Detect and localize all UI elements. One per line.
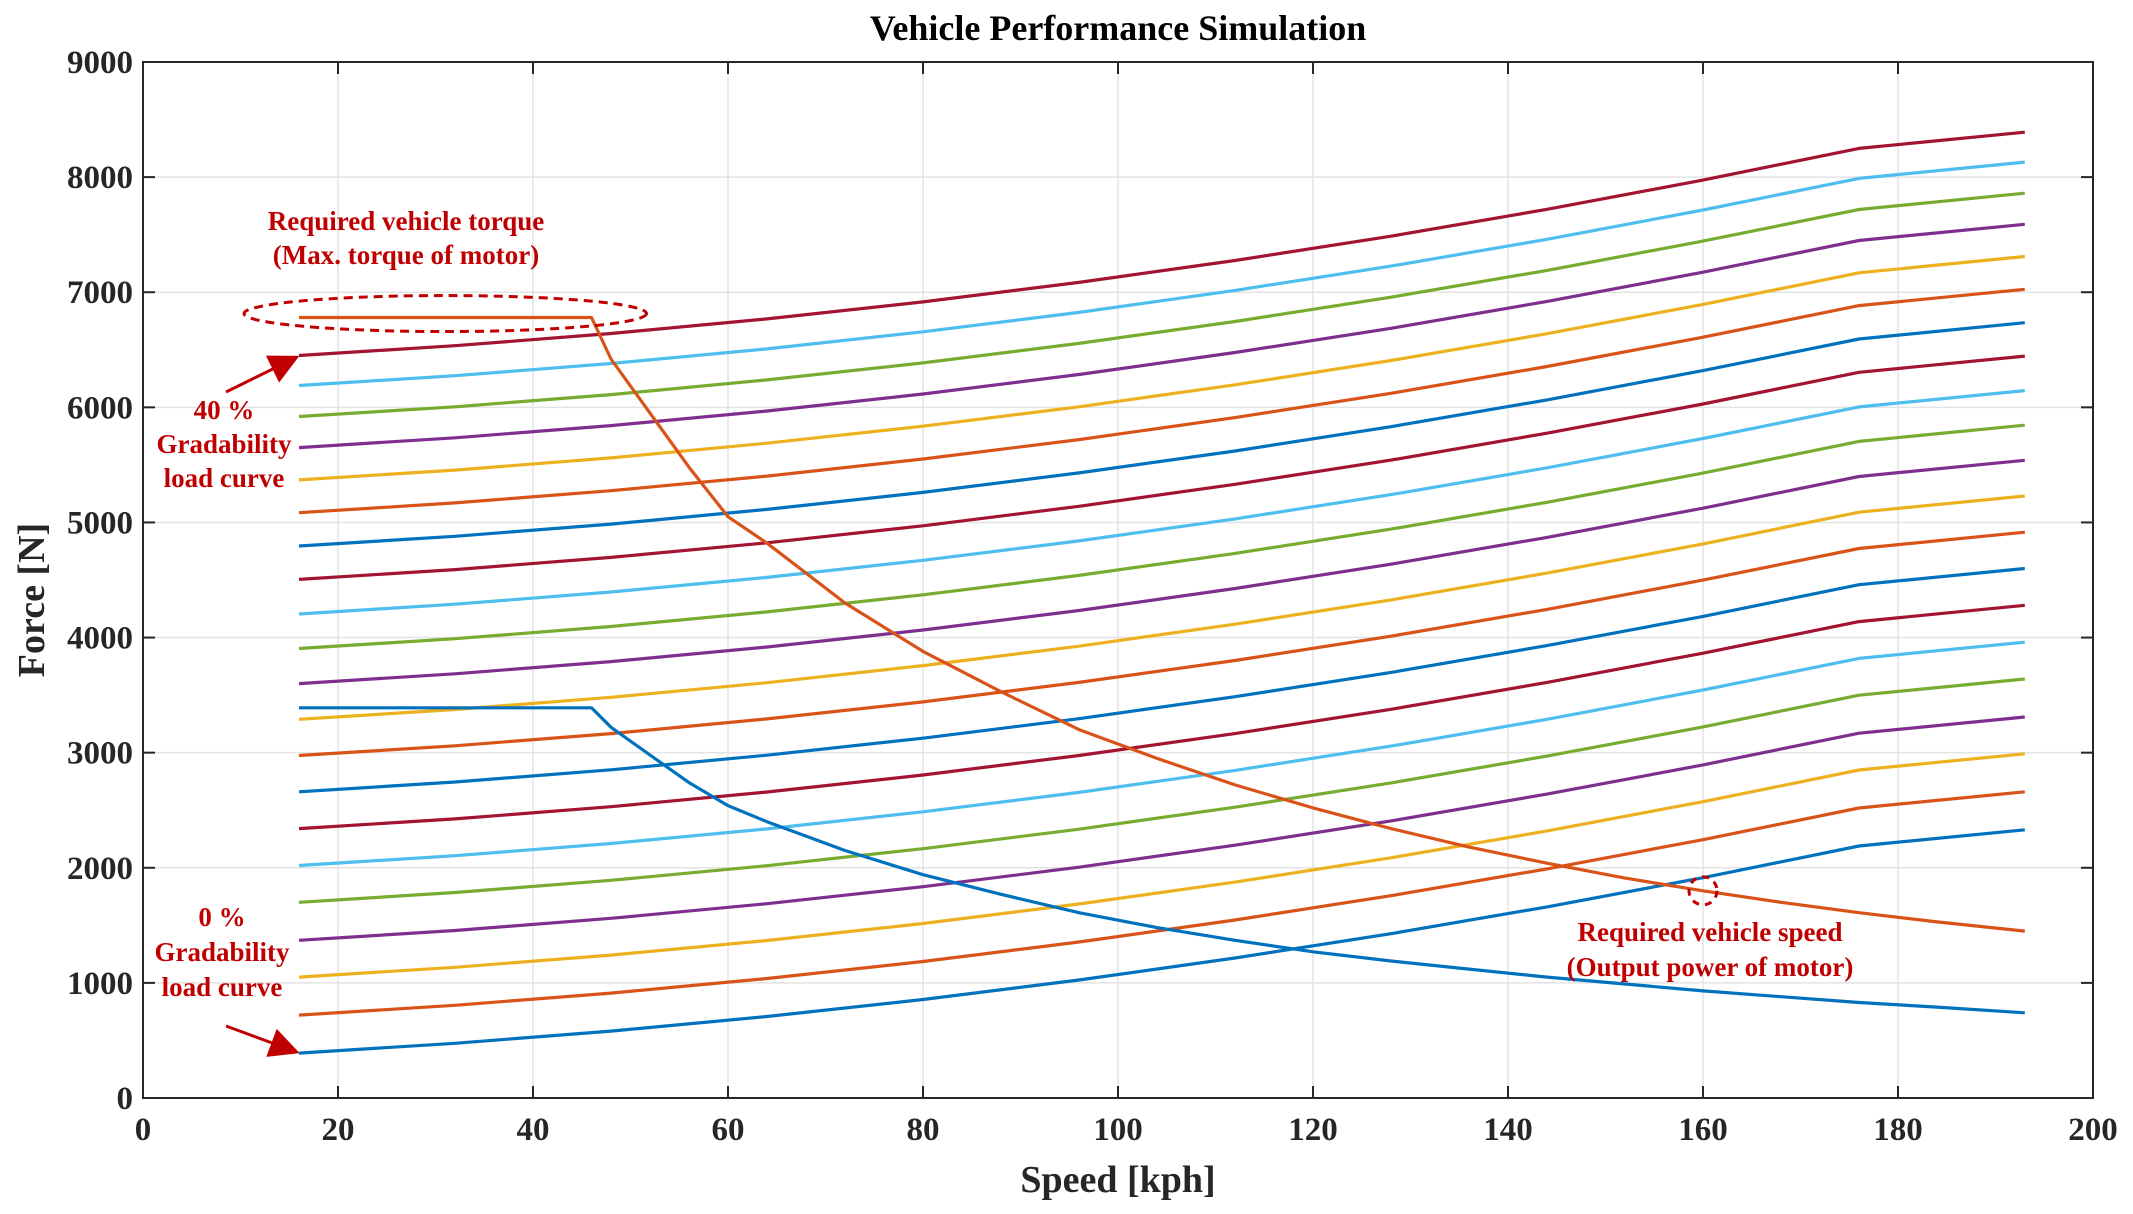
x-tick-label: 140 xyxy=(1483,1112,1533,1148)
grade40-annotation-line2: Gradability xyxy=(156,429,292,459)
motor-curve-line xyxy=(299,706,2025,1015)
load-curve-line xyxy=(298,423,2025,651)
y-tick-label: 7000 xyxy=(67,275,133,311)
grade0-annotation-line3: load curve xyxy=(162,972,283,1002)
load-curve-line xyxy=(298,494,2025,721)
torque-annotation-line1: Required vehicle torque xyxy=(268,206,545,236)
load-curve-line xyxy=(298,530,2025,758)
x-tick-label: 120 xyxy=(1288,1112,1338,1148)
load-curve-line xyxy=(298,287,2025,515)
load-curve-line xyxy=(298,354,2025,581)
chart-title: Vehicle Performance Simulation xyxy=(870,8,1367,48)
grade40-arrow xyxy=(225,355,300,394)
axes-group xyxy=(142,61,2094,1099)
grade40-annotation-line1: 40 % xyxy=(194,395,255,425)
x-axis-label: Speed [kph] xyxy=(1020,1159,1215,1201)
y-tick-label: 6000 xyxy=(67,390,133,426)
x-tick-label: 160 xyxy=(1678,1112,1728,1148)
load-curve-line xyxy=(298,321,2025,548)
y-tick-label: 5000 xyxy=(67,505,133,541)
y-tick-label: 4000 xyxy=(67,621,133,657)
x-tick-label: 60 xyxy=(712,1112,745,1148)
y-tick-label: 8000 xyxy=(67,160,133,196)
grade0-annotation-line1: 0 % xyxy=(198,902,245,932)
load-curve-line xyxy=(298,458,2025,686)
load-curve-line xyxy=(298,828,2025,1055)
load-curve-line xyxy=(298,222,2025,450)
speed-dashed-circle xyxy=(1687,875,1719,907)
torque-annotation-line2: (Max. torque of motor) xyxy=(273,240,539,270)
series-group xyxy=(298,130,2025,1055)
load-curve-line xyxy=(298,752,2025,979)
x-tick-label: 80 xyxy=(907,1112,940,1148)
load-curve-line xyxy=(298,160,2025,388)
speed-annotation-line2: (Output power of motor) xyxy=(1567,952,1854,982)
speed-annotation-line1: Required vehicle speed xyxy=(1578,917,1843,947)
x-tick-label: 20 xyxy=(322,1112,355,1148)
load-curve-line xyxy=(298,191,2025,419)
x-tick-label: 200 xyxy=(2068,1112,2118,1148)
load-curve-line xyxy=(298,715,2025,942)
x-tick-label: 100 xyxy=(1093,1112,1143,1148)
y-tick-label: 3000 xyxy=(67,736,133,772)
load-curve-line xyxy=(298,790,2025,1017)
x-tick-label: 40 xyxy=(517,1112,550,1148)
grade0-annotation-line2: Gradability xyxy=(154,937,290,967)
load-curve-line xyxy=(298,130,2025,358)
load-curve-line xyxy=(298,677,2025,904)
x-tick-label: 0 xyxy=(135,1112,152,1148)
grade0-arrow xyxy=(225,1024,300,1057)
y-tick-label: 2000 xyxy=(67,851,133,887)
load-curve-line xyxy=(298,389,2025,616)
load-curve-line xyxy=(298,640,2025,868)
y-tick-label: 9000 xyxy=(67,45,133,81)
y-tick-label: 1000 xyxy=(67,966,133,1002)
load-curve-line xyxy=(298,603,2025,831)
y-tick-label: 0 xyxy=(117,1081,134,1117)
annotations-group: Required vehicle torque (Max. torque of … xyxy=(154,206,1854,1057)
torque-dashed-ellipse xyxy=(242,294,648,334)
load-curve-line xyxy=(298,254,2025,482)
load-curve-line xyxy=(298,566,2025,794)
y-axis-label: Force [N] xyxy=(11,523,53,677)
x-tick-label: 180 xyxy=(1873,1112,1923,1148)
grade40-annotation-line3: load curve xyxy=(164,463,285,493)
tick-labels: 0 20 40 60 80 100 120 140 160 180 2000100020003000… xyxy=(67,45,2118,1148)
motor-curve-line xyxy=(299,315,2025,933)
